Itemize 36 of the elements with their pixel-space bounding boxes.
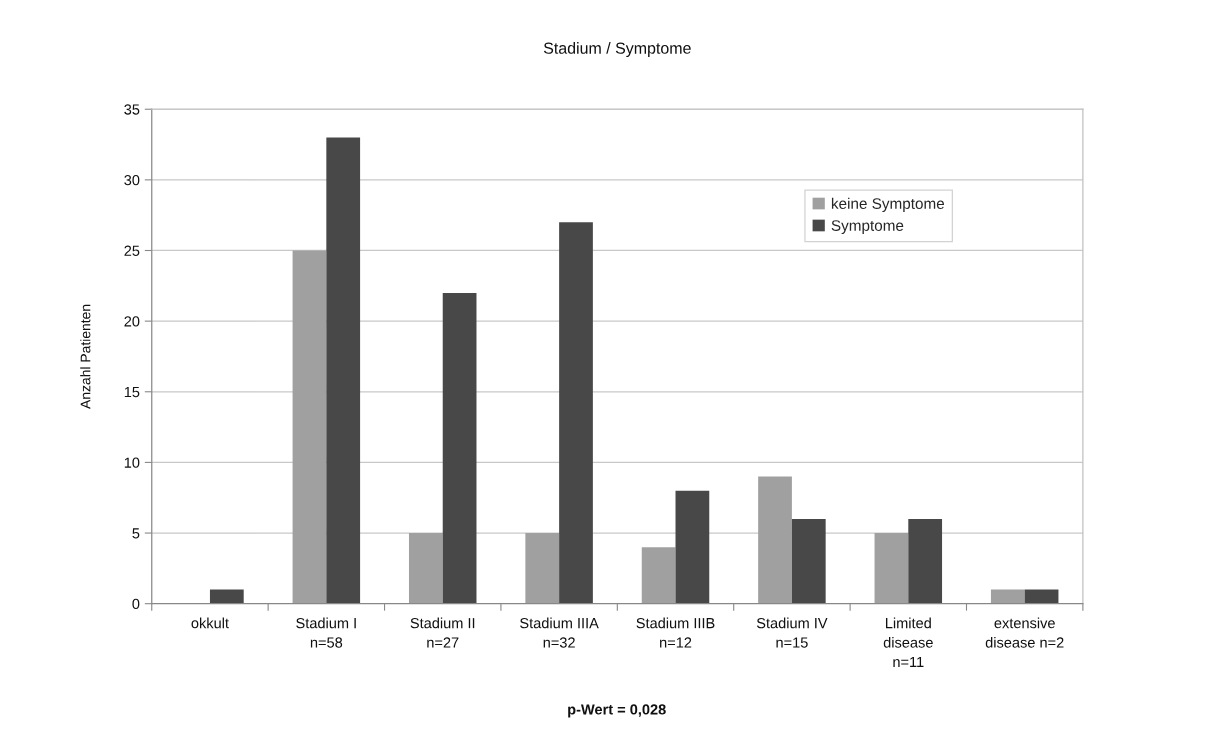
x-tick-label: okkult [191,617,229,629]
bar [292,250,327,604]
x-tick-label: Stadium I n=58 [296,617,356,648]
x-tick-label: Stadium IIIA n=32 [520,617,599,648]
y-tick-label: 25 [124,245,140,256]
bar [209,589,244,604]
legend-label: Symptome [831,220,904,234]
y-tick-label: 15 [124,387,140,398]
x-tick-label: Limited disease n=11 [883,617,933,667]
bar [641,547,676,604]
chart-title: Stadium / Symptome [543,42,691,57]
y-tick-label: 0 [132,598,140,610]
y-axis-title: Anzahl Patienten [80,304,91,409]
bar [408,533,443,604]
bar [675,490,710,604]
bar [442,292,477,604]
y-tick-label: 5 [132,528,140,539]
y-tick-label: 30 [124,174,140,186]
bar [1024,589,1059,604]
y-tick-label: 35 [124,104,140,115]
bar [791,518,826,604]
y-tick-label: 20 [124,316,140,327]
bar [908,518,943,604]
y-tick-label: 10 [124,457,140,468]
bar [990,589,1025,604]
x-tick-label: Stadium IV n=15 [756,617,828,648]
x-tick-label: extensive disease n=2 [985,617,1064,648]
legend-label: keine Symptome [831,197,945,212]
bar [559,222,593,604]
bar [326,137,361,604]
bar [525,533,560,604]
x-tick-label: Stadium IIIB n=12 [636,617,715,648]
bar [758,476,792,604]
text: p-Wert = 0,028 [568,704,666,718]
x-tick-label: Stadium II n=27 [410,617,475,648]
bar [874,533,909,604]
